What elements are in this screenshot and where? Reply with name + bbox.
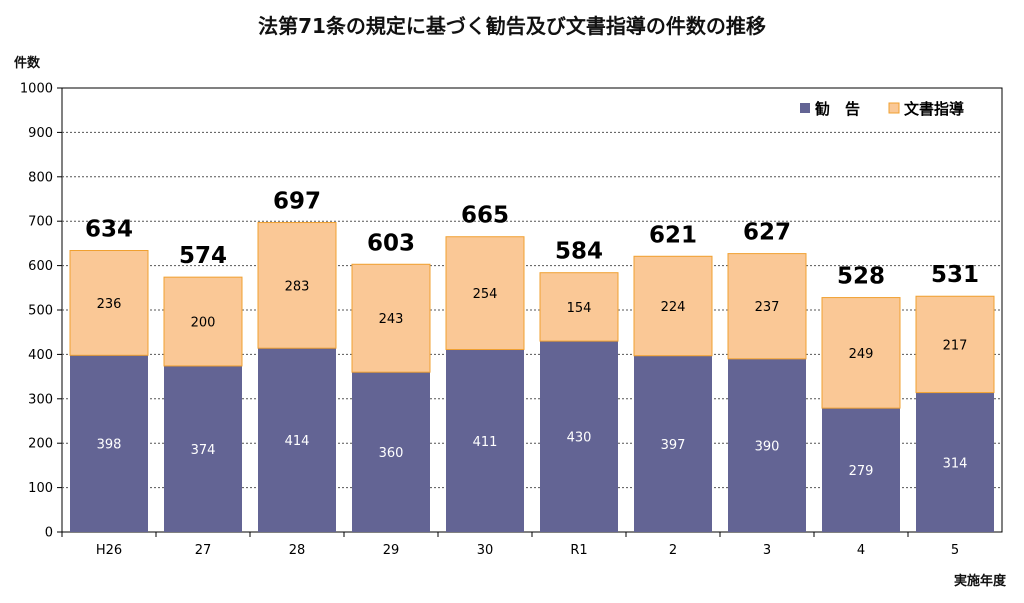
x-tick-label: 5 <box>951 543 959 558</box>
bar-bunsho <box>633 255 713 357</box>
x-tick-label: H26 <box>96 543 122 558</box>
data-label-total: 634 <box>85 217 133 243</box>
data-label-bunsho: 154 <box>567 301 592 316</box>
data-label-kankoku: 430 <box>567 431 592 446</box>
x-tick-label: 4 <box>857 543 865 558</box>
y-tick-label: 0 <box>45 526 53 541</box>
x-tick-label: 2 <box>669 543 677 558</box>
data-label-total: 531 <box>931 262 979 288</box>
data-label-bunsho: 249 <box>849 347 874 362</box>
y-tick-label: 400 <box>28 348 53 363</box>
bar-bunsho <box>69 250 149 356</box>
data-label-bunsho: 224 <box>661 300 686 315</box>
data-label-total: 627 <box>743 220 791 246</box>
data-label-total: 621 <box>649 222 697 248</box>
bar-kankoku <box>352 372 430 532</box>
data-label-kankoku: 414 <box>285 434 310 449</box>
data-label-bunsho: 283 <box>285 279 310 294</box>
y-tick-label: 500 <box>28 304 53 319</box>
x-tick-label: 29 <box>383 543 400 558</box>
y-tick-label: 700 <box>28 215 53 230</box>
y-tick-labels: 0 100 200 300 400 500 600 700 800 900 1000 <box>20 82 62 541</box>
data-label-bunsho: 200 <box>191 316 216 331</box>
bar-kankoku <box>916 392 994 532</box>
y-tick-label: 300 <box>28 392 53 407</box>
bar-kankoku <box>446 349 524 532</box>
bar-bunsho <box>351 263 431 373</box>
bar-kankoku <box>822 408 900 532</box>
y-tick-label: 100 <box>28 481 53 496</box>
data-label-kankoku: 398 <box>97 438 122 453</box>
x-tick-labels: H26 27 28 29 30 R1 2 3 4 5 <box>61 532 959 558</box>
chart-title: 法第71条の規定に基づく勧告及び文書指導の件数の推移 <box>258 14 766 38</box>
bar-bunsho <box>257 222 337 349</box>
y-tick-label: 900 <box>28 126 53 141</box>
data-label-bunsho: 243 <box>379 312 404 327</box>
bar-bunsho <box>727 253 807 360</box>
data-label-kankoku: 279 <box>849 464 874 479</box>
y-tick-label: 800 <box>28 170 53 185</box>
bars: 398 236 634 374 200 574 414 283 697 360 243 603 411 2… <box>69 189 995 532</box>
data-label-kankoku: 411 <box>473 435 498 450</box>
data-label-kankoku: 374 <box>191 443 216 458</box>
bar-bunsho <box>915 295 995 394</box>
data-label-total: 584 <box>555 239 603 265</box>
bar-bunsho <box>539 272 619 342</box>
bar-kankoku <box>258 348 336 532</box>
data-label-total: 603 <box>367 230 415 256</box>
legend: 勧 告 文書指導 <box>800 100 964 118</box>
x-tick-label: 28 <box>289 543 306 558</box>
bar-kankoku <box>728 358 806 532</box>
x-tick-label: 30 <box>477 543 494 558</box>
data-label-kankoku: 390 <box>755 439 780 454</box>
bar-kankoku <box>164 365 242 532</box>
y-tick-label: 600 <box>28 259 53 274</box>
data-label-total: 665 <box>461 203 509 229</box>
bar-bunsho <box>445 236 525 351</box>
data-label-bunsho: 236 <box>97 297 122 312</box>
y-tick-label: 200 <box>28 437 53 452</box>
data-label-bunsho: 254 <box>473 287 498 302</box>
y-axis-label: 件数 <box>14 56 41 71</box>
x-tick-label: R1 <box>570 543 587 558</box>
data-label-kankoku: 314 <box>943 456 968 471</box>
x-tick-label: 3 <box>763 543 771 558</box>
bar-kankoku <box>70 355 148 532</box>
data-label-total: 574 <box>179 243 227 269</box>
data-label-bunsho: 237 <box>755 300 780 315</box>
bar-bunsho <box>163 276 243 367</box>
data-label-total: 697 <box>273 189 321 215</box>
bar-kankoku <box>540 341 618 532</box>
x-axis-label: 実施年度 <box>953 574 1006 589</box>
legend-swatch-kankoku <box>800 103 810 113</box>
data-label-kankoku: 397 <box>661 438 686 453</box>
bar-kankoku <box>634 355 712 532</box>
y-tick-label: 1000 <box>20 82 53 97</box>
bar-bunsho <box>821 297 901 409</box>
data-label-kankoku: 360 <box>379 446 404 461</box>
x-tick-label: 27 <box>195 543 212 558</box>
data-label-bunsho: 217 <box>943 338 968 353</box>
legend-swatch-bunsho <box>888 102 900 114</box>
data-label-total: 528 <box>837 264 885 290</box>
legend-label-bunsho: 文書指導 <box>904 100 964 118</box>
legend-label-kankoku: 勧 告 <box>815 100 860 118</box>
